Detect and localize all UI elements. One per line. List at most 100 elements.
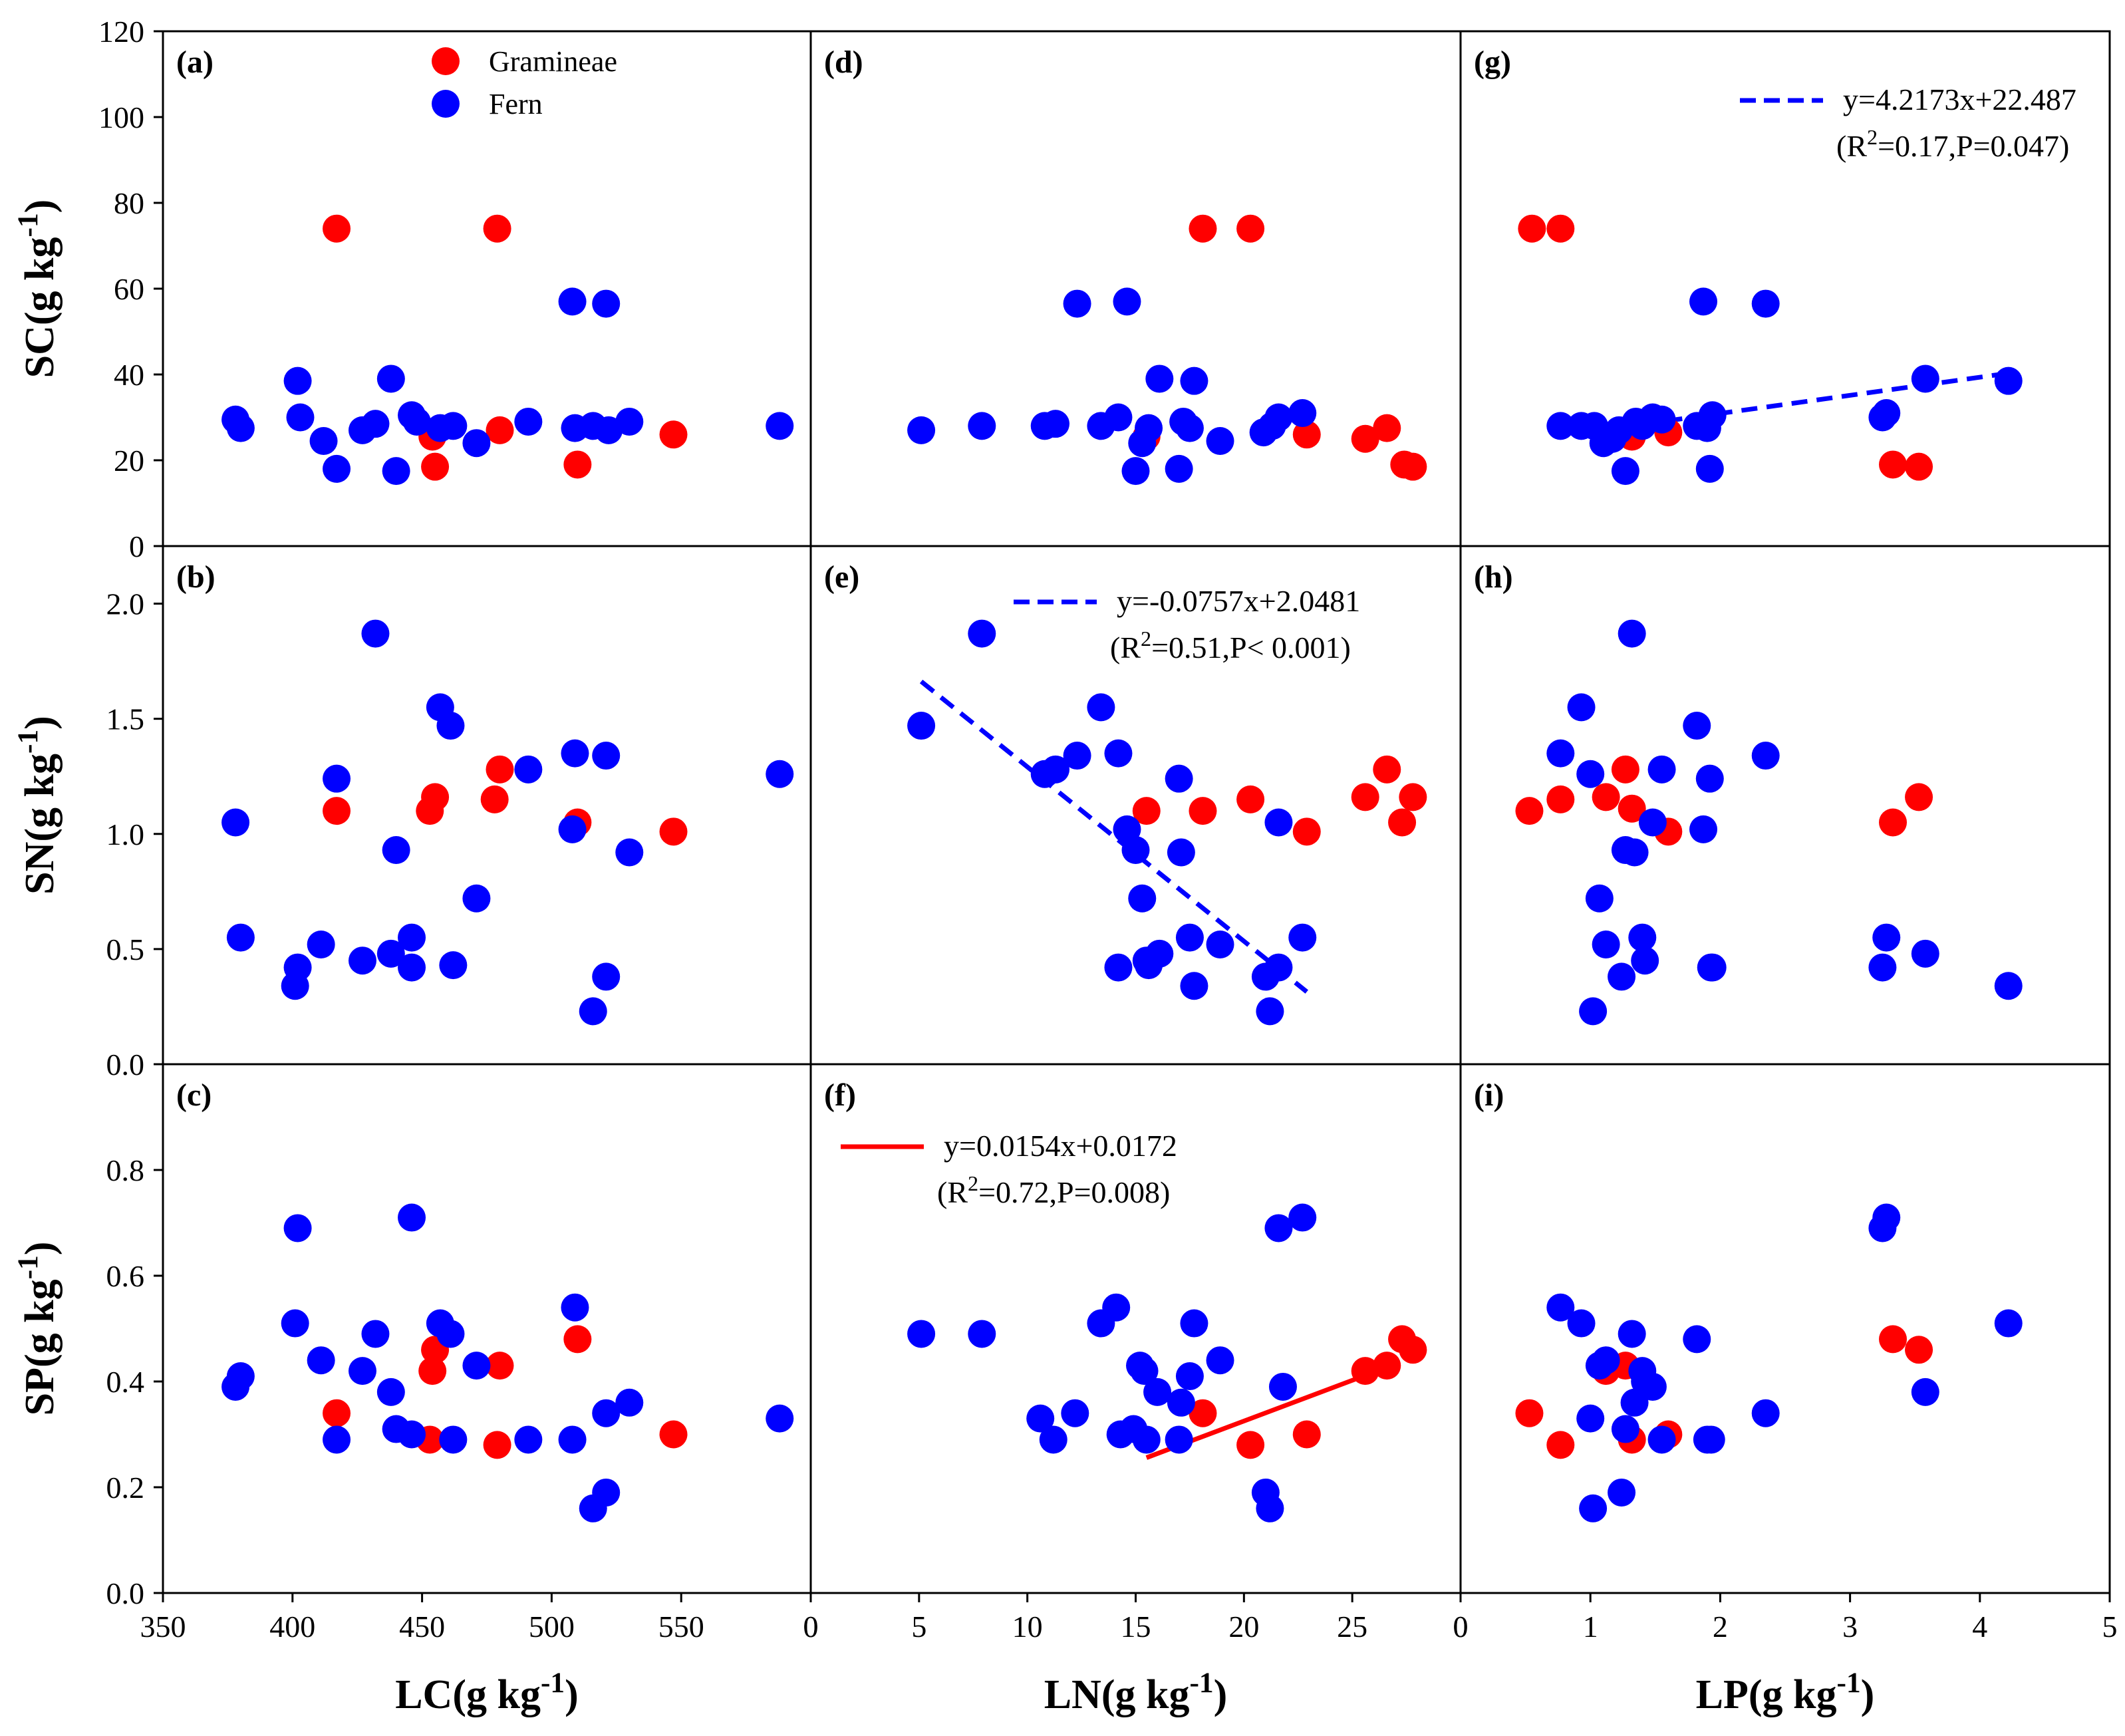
panel-i: (i) 0 1 2 3 4 5 <box>1453 1063 2118 1644</box>
x-tick-label: 4 <box>1972 1610 1987 1644</box>
data-point-fern <box>226 414 255 442</box>
x-tick-label: 25 <box>1337 1610 1367 1644</box>
data-point-fern <box>1121 457 1150 486</box>
data-point-fern <box>361 410 390 438</box>
data-point-fern <box>1647 1425 1676 1454</box>
data-point-fern <box>1868 953 1897 982</box>
y-tick-label: 120 <box>98 15 144 49</box>
data-point-fern <box>1638 1372 1667 1401</box>
data-point-fern <box>1288 399 1317 428</box>
y-tick-label: 80 <box>114 186 144 220</box>
y-tick-label: 0.0 <box>106 1048 145 1082</box>
data-point-fern <box>1994 1309 2023 1338</box>
legend-label-gramineae: Gramineae <box>489 45 617 78</box>
x-axis-title: LC(g kg-1) <box>395 1667 579 1717</box>
data-point-fern <box>1264 808 1293 837</box>
data-point-fern <box>514 407 543 436</box>
data-point-gramineae <box>563 450 592 479</box>
x-tick-label: 550 <box>658 1610 704 1644</box>
data-point-fern <box>766 1404 794 1433</box>
data-point-gramineae <box>1236 785 1265 813</box>
data-point-fern <box>907 416 936 444</box>
data-point-fern <box>1579 1494 1608 1522</box>
data-point-fern <box>1180 1309 1208 1338</box>
data-point-fern <box>361 619 390 648</box>
data-point-gramineae <box>1189 1399 1217 1427</box>
data-point-fern <box>1087 693 1115 722</box>
y-tick-label: 0.6 <box>106 1259 145 1293</box>
data-point-gramineae <box>1399 452 1427 481</box>
x-tick-label: 3 <box>1842 1610 1858 1644</box>
data-point-fern <box>436 712 465 740</box>
data-point-fern <box>286 403 315 432</box>
data-point-gramineae <box>1373 755 1401 784</box>
data-point-fern <box>309 426 338 455</box>
panels-layer: (a)020406080100120GramineaeFern(b)0.00.5… <box>98 15 2118 1644</box>
panel-h: (h) <box>1459 545 2111 1066</box>
data-point-fern <box>1576 760 1605 788</box>
data-point-gramineae <box>486 1352 514 1380</box>
data-point-gramineae <box>1515 797 1544 825</box>
y-axis-title: SP(g kg-1) <box>12 1242 63 1416</box>
panel-frame <box>1459 1063 2111 1594</box>
data-point-fern <box>1256 997 1284 1026</box>
data-point-fern <box>226 1362 255 1391</box>
data-point-fern <box>1264 403 1293 432</box>
data-point-fern <box>283 1214 312 1242</box>
y-tick-label: 0.0 <box>106 1576 145 1610</box>
data-point-gramineae <box>659 420 688 449</box>
data-point-fern <box>221 808 250 837</box>
x-tick-label: 1 <box>1583 1610 1598 1644</box>
data-point-fern <box>1638 808 1667 837</box>
data-point-gramineae <box>486 416 514 444</box>
data-point-fern <box>561 1293 589 1322</box>
data-point-fern <box>1113 287 1141 316</box>
x-tick-label: 0 <box>803 1610 819 1644</box>
data-point-fern <box>766 760 794 788</box>
data-point-fern <box>1180 972 1208 1000</box>
data-point-fern <box>1567 1309 1596 1338</box>
y-axis-title: SC(g kg-1) <box>12 200 63 378</box>
fit-equation: y=0.0154x+0.0172 <box>944 1129 1177 1163</box>
data-point-fern <box>283 953 312 982</box>
data-point-fern <box>1206 1346 1234 1375</box>
data-point-fern <box>766 412 794 440</box>
data-point-fern <box>1063 742 1091 770</box>
data-point-fern <box>1256 1494 1284 1522</box>
data-point-fern <box>1872 1203 1901 1232</box>
data-point-gramineae <box>659 1420 688 1449</box>
data-point-fern <box>1911 939 1939 968</box>
data-point-fern <box>1042 410 1070 438</box>
data-point-fern <box>281 1309 309 1338</box>
data-point-gramineae <box>421 783 450 811</box>
data-point-fern <box>558 815 587 843</box>
data-point-fern <box>968 412 996 440</box>
data-point-fern <box>1145 364 1174 393</box>
data-point-fern <box>1911 1377 1939 1406</box>
data-point-fern <box>1132 1425 1161 1454</box>
data-point-fern <box>402 407 431 436</box>
data-point-fern <box>1620 838 1649 867</box>
data-point-gramineae <box>1905 452 1933 481</box>
data-point-fern <box>1576 1404 1605 1433</box>
data-point-fern <box>382 836 410 865</box>
data-point-fern <box>907 712 936 740</box>
data-point-fern <box>1592 930 1620 958</box>
data-point-fern <box>307 930 335 958</box>
x-tick-label: 0 <box>803 1610 819 1644</box>
data-point-fern <box>592 289 621 318</box>
data-point-fern <box>1567 693 1596 722</box>
data-point-fern <box>514 1425 543 1454</box>
data-point-gramineae <box>1399 783 1427 811</box>
x-tick-label: 5 <box>911 1610 926 1644</box>
y-tick-label: 0.5 <box>106 933 145 966</box>
panel-label: (i) <box>1474 1078 1504 1113</box>
data-point-fern <box>1165 454 1193 483</box>
data-point-fern <box>592 1399 621 1427</box>
data-point-gramineae <box>1373 414 1401 442</box>
data-point-fern <box>1592 1346 1620 1375</box>
data-point-gramineae <box>1592 783 1620 811</box>
data-point-fern <box>615 407 644 436</box>
data-point-fern <box>1994 366 2023 395</box>
data-point-fern <box>398 953 426 982</box>
